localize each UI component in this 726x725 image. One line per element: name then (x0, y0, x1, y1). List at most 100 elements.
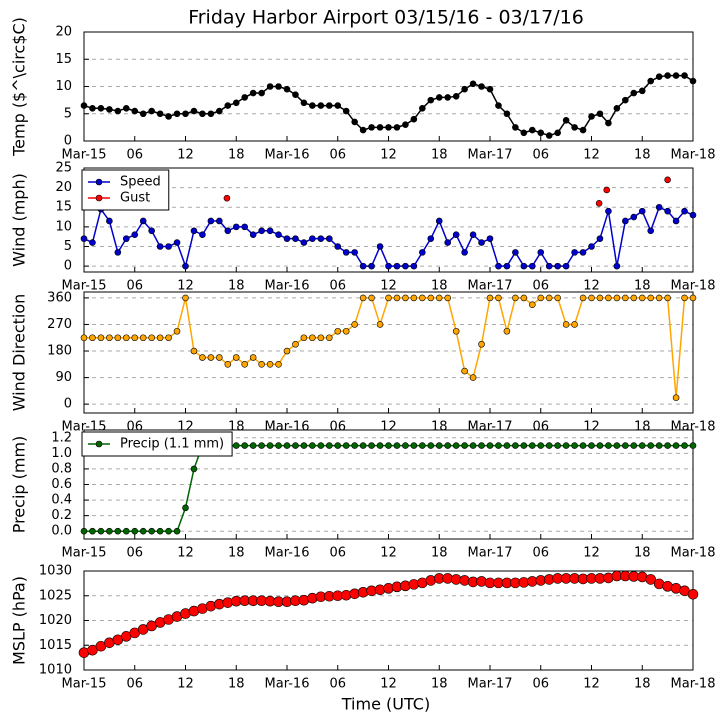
plot-frame (83, 167, 694, 273)
series-line (84, 297, 693, 398)
plot-frame (83, 429, 694, 540)
data-point (495, 442, 502, 449)
y-tick-label: 180 (47, 344, 72, 359)
data-point (579, 126, 587, 134)
data-point (419, 105, 426, 112)
data-point (148, 527, 155, 535)
data-point (647, 442, 655, 449)
chart-title: Friday Harbor Airport 03/15/16 - 03/17/1… (188, 7, 584, 29)
data-point (292, 340, 299, 348)
data-point (461, 85, 468, 93)
y-tick-label: 1015 (39, 638, 72, 653)
data-point (520, 442, 528, 449)
data-point (156, 243, 164, 250)
data-point (165, 243, 172, 250)
data-point (528, 301, 536, 308)
data-point (317, 102, 325, 109)
data-point (545, 262, 553, 270)
data-point (647, 77, 655, 85)
x-tick-label: Mar-18 (671, 148, 716, 163)
data-point (452, 327, 460, 335)
data-point (672, 442, 680, 449)
data-point (681, 72, 688, 79)
data-point (672, 72, 680, 79)
data-point (182, 294, 189, 302)
data-point (512, 442, 519, 449)
legend-box (81, 169, 170, 211)
data-point (292, 442, 299, 449)
y-tick-label: 5 (64, 239, 72, 254)
data-point (351, 321, 358, 328)
data-point (156, 334, 164, 342)
data-point (528, 442, 536, 449)
data-point (139, 527, 147, 535)
data-point (588, 294, 595, 302)
data-point (579, 294, 587, 302)
data-point (630, 294, 638, 302)
data-point (664, 72, 671, 79)
data-point (283, 85, 291, 93)
data-point (199, 110, 206, 118)
x-tick-label: 12 (177, 420, 194, 435)
data-point (300, 334, 308, 342)
data-point (638, 207, 646, 215)
data-point (190, 107, 198, 115)
data-point (613, 262, 621, 270)
x-tick-label: 18 (228, 148, 245, 163)
data-point (368, 124, 375, 131)
data-point (393, 442, 401, 449)
x-tick-label: 12 (177, 546, 194, 561)
data-point (97, 334, 105, 342)
data-point (207, 217, 215, 225)
data-point (317, 235, 325, 242)
data-point (478, 340, 485, 348)
x-tick-label: Mar-15 (62, 148, 107, 163)
data-point (182, 504, 189, 512)
data-point (199, 231, 206, 239)
y-tick-label: 1030 (39, 564, 72, 579)
data-point (325, 235, 333, 242)
data-point (419, 442, 426, 449)
data-point (562, 321, 570, 328)
data-point (165, 527, 172, 535)
data-point (647, 227, 655, 235)
data-point (182, 110, 189, 118)
data-point (427, 442, 435, 449)
x-tick-label: 06 (329, 148, 346, 163)
data-point (681, 294, 688, 302)
y-tick-label: 360 (47, 290, 72, 305)
y-tick-label: 0.6 (51, 477, 72, 492)
data-point (503, 262, 511, 270)
data-point (334, 442, 342, 449)
data-point (89, 527, 96, 535)
data-point (486, 442, 494, 449)
data-point (571, 321, 578, 328)
y-tick-label: 1.2 (51, 430, 72, 445)
data-point (410, 294, 418, 302)
data-point (173, 327, 181, 335)
data-point (537, 249, 545, 256)
data-point (562, 116, 570, 124)
legend-label: Gust (120, 191, 150, 206)
data-point (359, 126, 367, 134)
data-point (190, 227, 198, 235)
data-point (385, 262, 392, 270)
data-point (300, 99, 308, 107)
data-point (613, 294, 621, 302)
data-point (241, 94, 249, 101)
data-point (232, 354, 240, 361)
data-point (359, 442, 367, 449)
x-axis-label: Time (UTC) (341, 695, 430, 714)
data-point (80, 235, 88, 242)
data-point (571, 442, 578, 449)
data-point (537, 129, 545, 137)
data-point (258, 89, 265, 97)
plot-frame (83, 570, 694, 671)
x-tick-label: 18 (634, 677, 651, 692)
x-tick-label: Mar-18 (671, 279, 716, 294)
x-tick-label: 06 (329, 420, 346, 435)
data-point (638, 87, 646, 95)
plot-frame (83, 31, 694, 142)
data-point (647, 294, 655, 302)
y-tick-label: 15 (55, 200, 72, 215)
